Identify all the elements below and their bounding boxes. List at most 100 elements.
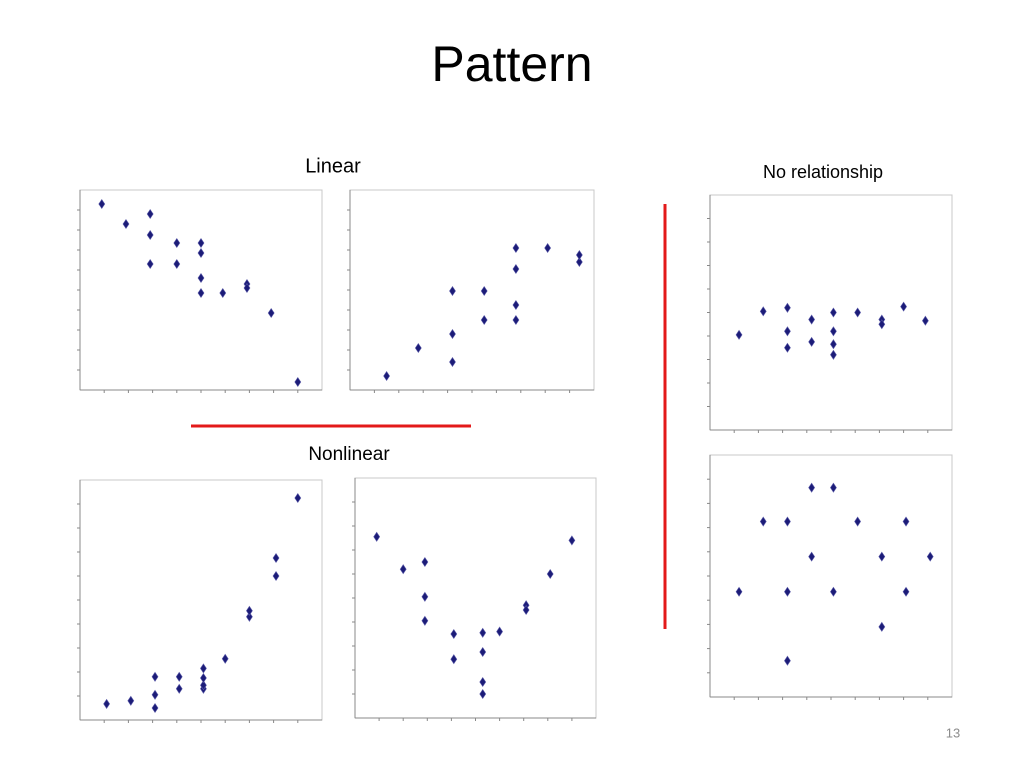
page-number: 13 [946,725,960,740]
data-point [922,315,929,326]
data-point [421,615,429,626]
data-point [784,655,791,666]
data-point [479,627,487,638]
data-point [830,482,837,493]
data-point [221,653,229,664]
data-point [246,611,253,622]
data-point [146,208,154,220]
data-point [512,299,520,311]
plot-frame [709,454,953,698]
data-point [151,689,159,700]
data-point [294,376,302,388]
data-point [900,301,907,312]
data-point [735,329,743,340]
data-point [272,570,280,582]
data-point [808,336,816,347]
section-label: Linear [305,155,361,177]
data-point [830,307,837,318]
data-point [784,516,791,527]
data-point [830,349,837,360]
plot-frame [349,189,595,391]
data-point [878,621,886,632]
data-point [902,586,910,597]
data-point [421,591,429,602]
data-point [784,342,791,353]
plot-frame [354,477,597,719]
data-point [784,302,791,313]
data-point [197,287,205,299]
data-point [878,319,886,330]
data-point [575,249,583,261]
data-point [267,307,275,319]
data-point [146,229,154,241]
data-point [522,604,530,616]
data-point [197,272,205,284]
data-point [784,326,791,337]
section-label: Nonlinear [308,444,390,465]
data-point [808,314,816,325]
data-point [449,285,456,297]
section-label: No relationship [763,162,883,182]
data-point [902,516,910,527]
data-point [173,237,181,249]
data-point [830,586,837,597]
data-point [151,702,159,714]
data-point [175,683,183,694]
data-point [830,326,837,337]
data-point [926,551,934,562]
data-point [197,237,205,249]
data-point [151,671,159,682]
data-point [735,586,743,597]
data-point [197,247,205,259]
data-point [200,680,207,691]
data-point [479,688,487,700]
data-point [854,307,861,318]
data-point [449,356,456,368]
data-point [246,605,253,616]
data-point [512,314,520,326]
data-point [808,551,816,562]
data-point [175,671,183,682]
data-point [546,568,554,580]
plot-frame [79,479,323,721]
data-point [219,287,227,299]
data-point [399,564,407,575]
data-point [808,482,816,493]
data-point [575,256,583,268]
data-point [854,516,861,527]
data-point [421,556,429,568]
data-point [496,626,503,637]
data-point [449,328,456,340]
data-point [200,672,207,684]
slide-title: Pattern [431,36,592,92]
data-point [127,695,135,706]
data-point [98,198,106,210]
data-point [480,285,488,297]
data-point [103,698,110,709]
data-point [568,535,576,546]
data-point [122,218,130,230]
data-point [373,531,381,542]
data-point [544,242,552,254]
data-point [784,586,791,597]
data-point [759,516,767,527]
data-point [878,551,886,562]
data-point [479,646,487,658]
data-point [480,314,488,326]
data-point [243,282,251,294]
data-point [512,242,520,254]
data-point [383,370,390,382]
data-point [173,258,181,270]
data-point [759,306,767,317]
data-point [450,654,458,665]
data-point [272,552,280,564]
data-point [146,258,154,270]
data-point [414,342,422,354]
data-point [512,263,520,275]
data-point [200,663,207,674]
data-point [294,492,302,504]
data-point [479,676,487,688]
data-point [450,628,458,640]
data-point [830,339,837,350]
